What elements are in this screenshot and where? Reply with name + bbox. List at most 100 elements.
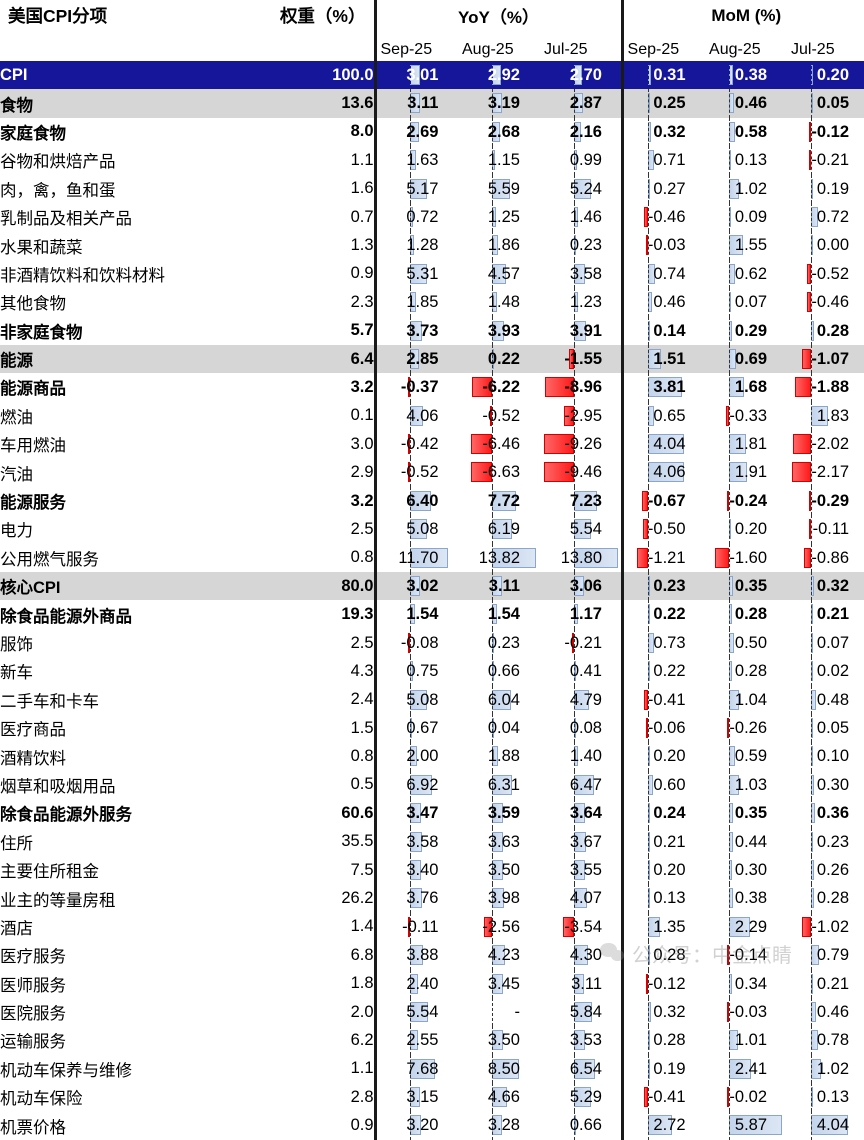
cell-content: 0.69 — [705, 344, 787, 374]
zero-line — [491, 969, 493, 998]
data-value: 0.59 — [734, 747, 768, 766]
data-cell: -0.46 — [787, 288, 864, 317]
cell-content: -0.26 — [705, 713, 787, 743]
data-cell: 0.99 — [540, 146, 623, 175]
zero-line — [811, 259, 813, 289]
data-value: -0.33 — [729, 406, 768, 425]
column-header-yoy-sep25: Sep-25 — [373, 31, 458, 61]
data-cell: -8.96 — [540, 373, 623, 402]
row-weight: 1.5 — [255, 713, 375, 743]
data-cell: 0.19 — [787, 174, 864, 203]
cell-content: 4.04 — [625, 430, 705, 459]
zero-line — [491, 202, 493, 232]
cell-content: 4.23 — [458, 941, 540, 970]
data-cell: 1.28 — [373, 231, 458, 260]
cell-content: -0.67 — [625, 486, 705, 516]
data-value: 4.07 — [569, 889, 602, 908]
cell-content: 0.00 — [787, 231, 864, 260]
data-cell: 3.67 — [540, 827, 623, 856]
row-label: 乳制品及相关产品 — [0, 202, 255, 232]
cell-content: 6.47 — [540, 770, 621, 800]
row-weight: 0.9 — [255, 1111, 375, 1140]
data-cell: 0.10 — [787, 742, 864, 771]
data-cell: 0.23 — [540, 231, 623, 260]
data-value: -0.50 — [647, 520, 686, 539]
row-label: 主要住所租金 — [0, 855, 255, 885]
row-label: 新车 — [0, 657, 255, 686]
data-value: 1.54 — [406, 605, 439, 624]
data-cell: 0.32 — [787, 572, 864, 601]
zero-line — [729, 855, 731, 885]
data-value: 5.24 — [569, 179, 602, 198]
cell-content: -1.21 — [625, 543, 705, 573]
zero-line — [811, 713, 813, 743]
zero-line — [491, 89, 493, 118]
data-cell: 0.69 — [705, 344, 788, 374]
data-cell: 3.58 — [540, 259, 623, 289]
data-cell: 0.75 — [373, 657, 458, 686]
cell-content: 0.24 — [625, 799, 705, 828]
row-weight: 1.1 — [255, 1054, 375, 1084]
bar-negative — [571, 632, 574, 653]
data-cell: 3.50 — [458, 855, 540, 885]
zero-line — [491, 657, 493, 686]
cell-content: 0.67 — [378, 713, 458, 743]
zero-line — [729, 117, 731, 147]
column-header-yoy-aug25: Aug-25 — [458, 31, 540, 61]
data-cell: 0.32 — [620, 117, 706, 147]
data-cell: 3.91 — [540, 316, 623, 345]
row-weight: 2.0 — [255, 997, 375, 1027]
data-value: 2.16 — [569, 122, 602, 141]
data-value: 1.85 — [406, 293, 439, 312]
table-row: 能源服务 3.2 6.40 7.72 7.23 -0.67 -0.24 -0.29 — [0, 486, 864, 516]
bar-negative — [801, 348, 812, 369]
zero-line — [647, 827, 649, 856]
bar-negative — [637, 547, 648, 568]
table-row: 机动车保养与维修 1.1 7.68 8.50 6.54 0.19 2.41 1.02 — [0, 1054, 864, 1084]
zero-line — [410, 628, 412, 658]
zero-line — [729, 486, 731, 516]
cell-content: 0.36 — [787, 799, 864, 828]
row-label: 非酒精饮料和饮料材料 — [0, 259, 255, 289]
cell-content: 1.86 — [458, 231, 540, 260]
cell-content: 2.40 — [378, 969, 458, 998]
cell-content: 5.87 — [705, 1111, 787, 1140]
row-label: 非家庭食物 — [0, 316, 255, 345]
table-row: 医疗服务 6.8 3.88 4.23 4.30 0.28 -0.14 0.79 — [0, 941, 864, 970]
data-cell: 1.48 — [458, 288, 540, 317]
cell-content: -0.50 — [625, 515, 705, 544]
data-cell: -1.07 — [787, 344, 864, 374]
data-cell: 1.04 — [705, 685, 788, 714]
table-row: 住所 35.5 3.58 3.63 3.67 0.21 0.44 0.23 — [0, 827, 864, 856]
data-value: 1.91 — [734, 463, 768, 482]
zero-line — [491, 61, 493, 90]
column-group-mom: MoM (%) — [620, 0, 864, 31]
zero-line — [647, 600, 649, 629]
data-value: -2.02 — [811, 435, 850, 454]
data-value: -0.11 — [402, 917, 439, 936]
data-value: -0.46 — [647, 207, 686, 226]
data-cell: -1.88 — [787, 373, 864, 402]
data-value: 1.54 — [487, 605, 520, 624]
data-cell: 6.19 — [458, 515, 540, 544]
data-cell: 0.38 — [705, 61, 788, 90]
data-cell: -0.42 — [373, 430, 458, 459]
zero-line — [573, 174, 575, 203]
data-value: 0.66 — [487, 662, 520, 681]
zero-line — [729, 657, 731, 686]
data-value: 6.47 — [569, 775, 602, 794]
data-cell: 2.70 — [540, 61, 623, 90]
header-spacer-weight — [255, 31, 375, 61]
data-cell: 0.31 — [620, 61, 706, 90]
data-value: 1.86 — [487, 236, 520, 255]
data-value: 0.32 — [816, 577, 850, 596]
data-cell: 7.72 — [458, 486, 540, 516]
data-value: 1.48 — [487, 293, 520, 312]
data-cell: 1.81 — [705, 430, 788, 459]
table-row: 其他食物 2.3 1.85 1.48 1.23 0.46 0.07 -0.46 — [0, 288, 864, 317]
data-value: 3.53 — [569, 1031, 602, 1050]
data-value: 0.32 — [653, 1002, 686, 1021]
data-value: -9.26 — [564, 435, 602, 454]
cell-content: 0.99 — [540, 146, 621, 175]
cell-content: 1.88 — [458, 742, 540, 771]
